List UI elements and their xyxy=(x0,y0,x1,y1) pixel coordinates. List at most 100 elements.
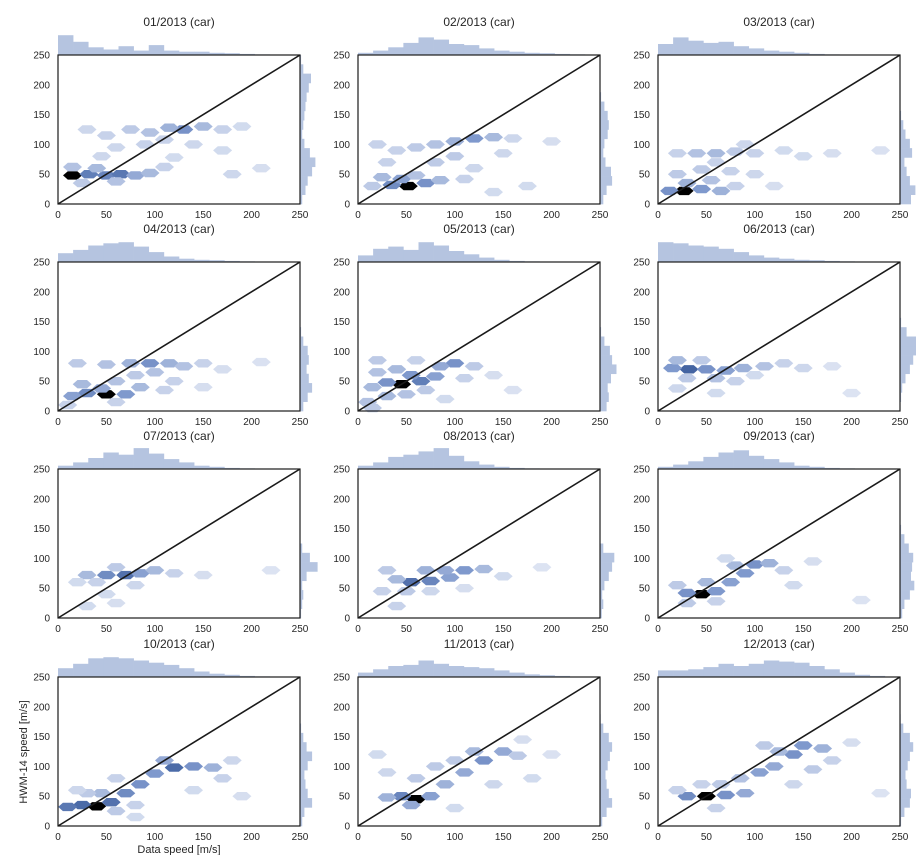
x-tick-label: 250 xyxy=(292,210,309,221)
hexbin-cell xyxy=(368,750,387,758)
hexbin-cell xyxy=(734,364,753,372)
marginal-y-bar xyxy=(900,130,906,140)
marginal-x-bar xyxy=(449,456,464,469)
hexbin-cell xyxy=(474,756,493,764)
hexbin-cell xyxy=(765,182,784,190)
marginal-x-bar xyxy=(658,44,673,55)
hexbin-cell xyxy=(107,563,126,571)
marginal-y-bar xyxy=(600,364,617,374)
hexbin-cell xyxy=(484,371,503,379)
marginal-y-bar xyxy=(300,83,309,93)
hexbin-cell xyxy=(378,158,397,166)
hexbin-cell xyxy=(223,170,242,178)
marginal-x-bar xyxy=(373,51,388,55)
x-tick-label: 150 xyxy=(195,624,212,635)
y-tick-label: 0 xyxy=(44,822,50,833)
marginal-y-bar xyxy=(600,581,604,591)
y-tick-label: 50 xyxy=(339,377,351,388)
hexbin-cell xyxy=(823,149,842,157)
marginal-y-bar xyxy=(300,74,311,84)
y-tick-label: 150 xyxy=(33,732,50,743)
y-tick-label: 200 xyxy=(633,80,650,91)
marginal-y-bar xyxy=(600,752,610,762)
x-tick-label: 150 xyxy=(195,832,212,843)
y-tick-label: 0 xyxy=(344,822,350,833)
marginal-y-bar xyxy=(600,789,609,799)
hexbin-cell xyxy=(407,774,426,782)
marginal-x-bar xyxy=(373,249,388,262)
y-tick-label: 100 xyxy=(633,762,650,773)
hexbin-cell xyxy=(373,587,392,595)
marginal-x-bar xyxy=(734,666,749,677)
y-tick-label: 150 xyxy=(633,732,650,743)
x-tick-label: 150 xyxy=(195,210,212,221)
marginal-x-bar xyxy=(479,48,494,55)
x-tick-label: 0 xyxy=(355,417,361,428)
marginal-x-bar xyxy=(703,43,718,55)
hexbin-cell xyxy=(141,128,160,136)
hexbin-cell xyxy=(484,133,503,141)
x-tick-label: 0 xyxy=(655,624,661,635)
hexbin-cell xyxy=(842,389,861,397)
marginal-x-bar xyxy=(103,243,118,262)
hexbin-cell xyxy=(213,365,232,373)
hexbin-cell xyxy=(513,735,532,743)
marginal-y-bar xyxy=(600,553,614,563)
y-tick-label: 200 xyxy=(633,287,650,298)
marginal-x-bar xyxy=(164,665,179,677)
diagonal-line xyxy=(658,677,900,826)
hexbin-cell xyxy=(668,170,687,178)
hexbin-cell xyxy=(871,789,890,797)
marginal-y-bar xyxy=(900,185,915,195)
x-tick-label: 150 xyxy=(795,624,812,635)
diagonal-line xyxy=(358,677,600,826)
hexbin-cell xyxy=(711,187,730,195)
marginal-x-bar xyxy=(658,242,673,262)
x-tick-label: 150 xyxy=(795,417,812,428)
marginal-y-bar xyxy=(900,581,914,591)
hexbin-cell xyxy=(73,380,92,388)
hexbin-cell xyxy=(131,780,150,788)
hexbin-cell xyxy=(126,813,145,821)
hexbin-cell xyxy=(474,565,493,573)
marginal-x-bar xyxy=(388,666,403,677)
subplot-title: 10/2013 (car) xyxy=(143,637,214,651)
x-tick-label: 0 xyxy=(655,210,661,221)
y-tick-label: 250 xyxy=(33,465,50,476)
marginal-x-bar xyxy=(58,253,73,262)
marginal-y-bar xyxy=(300,176,308,186)
y-tick-label: 200 xyxy=(33,80,50,91)
marginal-y-bar xyxy=(900,139,910,149)
hexbin-cell xyxy=(794,741,813,749)
x-tick-label: 100 xyxy=(446,832,463,843)
marginal-x-bar xyxy=(179,668,194,677)
hexbin-cell xyxy=(107,807,126,815)
marginal-y-bar xyxy=(300,571,307,581)
x-tick-label: 50 xyxy=(101,832,113,843)
hexbin-cell xyxy=(416,386,435,394)
y-tick-label: 250 xyxy=(333,673,350,684)
marginal-x-bar xyxy=(134,51,149,55)
marginal-x-bar xyxy=(749,48,764,55)
x-tick-label: 150 xyxy=(495,210,512,221)
hexbin-cell xyxy=(697,365,716,373)
marginal-y-bar xyxy=(300,562,318,572)
hexbin-cell xyxy=(126,801,145,809)
marginal-x-bar xyxy=(703,247,718,262)
y-tick-label: 150 xyxy=(333,524,350,535)
y-tick-label: 0 xyxy=(44,407,50,418)
subplot-title: 06/2013 (car) xyxy=(743,222,814,236)
marginal-x-bar xyxy=(673,670,688,677)
hexbin-cell xyxy=(436,780,455,788)
diagonal-line xyxy=(658,262,900,411)
marginal-y-bar xyxy=(300,752,312,762)
x-tick-label: 250 xyxy=(892,210,909,221)
marginal-x-bar xyxy=(134,661,149,678)
marginal-x-bar xyxy=(449,666,464,677)
marginal-y-bar xyxy=(600,571,609,581)
hexbin-cell xyxy=(368,368,387,376)
hexbin-cell xyxy=(745,170,764,178)
